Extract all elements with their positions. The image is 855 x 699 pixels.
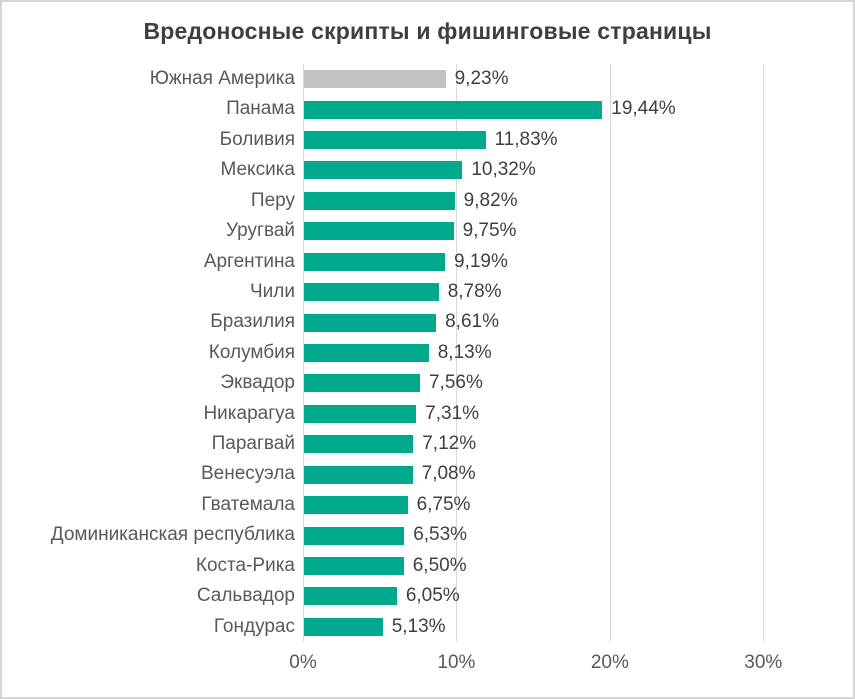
value-label: 9,82% [463, 189, 518, 211]
value-label: 8,78% [447, 280, 502, 302]
category-label: Гватемала [201, 493, 295, 515]
category-label: Чили [250, 280, 295, 302]
value-label: 11,83% [494, 128, 558, 150]
value-label: 5,13% [391, 615, 446, 637]
value-label: 7,08% [421, 463, 476, 485]
value-label: 9,75% [462, 220, 517, 242]
bar [304, 100, 603, 119]
category-label: Уругвай [225, 220, 295, 242]
category-label: Венесуэла [200, 463, 295, 485]
bar [304, 587, 397, 606]
value-label: 6,53% [413, 524, 468, 546]
category-label: Эквадор [220, 372, 295, 394]
value-label: 9,23% [454, 68, 509, 89]
value-label: 19,44% [611, 98, 676, 120]
gridline [456, 64, 458, 642]
category-label: Сальвадор [196, 585, 295, 607]
category-label: Панама [226, 98, 295, 120]
category-label: Никарагуа [203, 402, 295, 424]
bar [304, 313, 437, 332]
category-label: Доминиканская республика [50, 524, 295, 546]
value-label: 6,75% [416, 493, 471, 515]
category-label: Гондурас [213, 615, 295, 637]
category-label: Коста-Рика [195, 554, 295, 576]
value-label: 7,56% [428, 372, 483, 394]
category-label: Бразилия [210, 311, 295, 333]
bar [304, 465, 413, 484]
x-axis-tick-label: 10% [437, 652, 476, 673]
x-axis: 0% 10% 20% 30% [289, 652, 840, 680]
bar [304, 496, 408, 515]
bar [304, 404, 417, 423]
bar [304, 252, 445, 271]
gridline [303, 64, 304, 642]
value-label: 9,19% [454, 250, 508, 272]
value-label: 7,12% [422, 433, 477, 455]
value-label: 6,05% [405, 585, 460, 607]
bar [304, 70, 446, 89]
value-label: 7,31% [425, 402, 480, 424]
category-label: Парагвай [211, 433, 295, 455]
bar [304, 374, 420, 393]
value-label: 6,50% [412, 554, 467, 576]
category-label: Аргентина [203, 250, 295, 272]
x-axis-tick-label: 0% [289, 652, 317, 673]
bar [304, 161, 463, 180]
value-label: 8,13% [437, 341, 492, 363]
category-label: Перу [250, 189, 295, 211]
gridline [609, 64, 611, 642]
bar [304, 617, 383, 636]
category-label: Мексика [220, 159, 295, 181]
x-axis-tick-label: 20% [590, 652, 629, 673]
category-labels: Южная Америка Панама Боливия Мексика Перу Уру… [2, 64, 295, 642]
gridline [763, 64, 765, 642]
bar [304, 344, 429, 362]
bar [304, 435, 414, 454]
bar [304, 283, 439, 302]
category-label: Колумбия [208, 341, 295, 363]
plot-area: 9,23% 19,44% 11,83% 10,32% 9,82% 9,75% 9,19% 8,… [303, 64, 840, 642]
bar [304, 222, 454, 241]
category-label: Южная Америка [149, 68, 295, 89]
value-label: 8,61% [445, 311, 499, 333]
value-label: 10,32% [471, 159, 536, 181]
category-label: Боливия [219, 128, 295, 150]
bar [304, 191, 455, 210]
bar [304, 526, 405, 545]
x-axis-tick-label: 30% [744, 652, 783, 673]
chart-title: Вредоносные скрипты и фишинговые страниц… [143, 18, 712, 44]
bar [304, 556, 404, 575]
bar [304, 131, 486, 150]
